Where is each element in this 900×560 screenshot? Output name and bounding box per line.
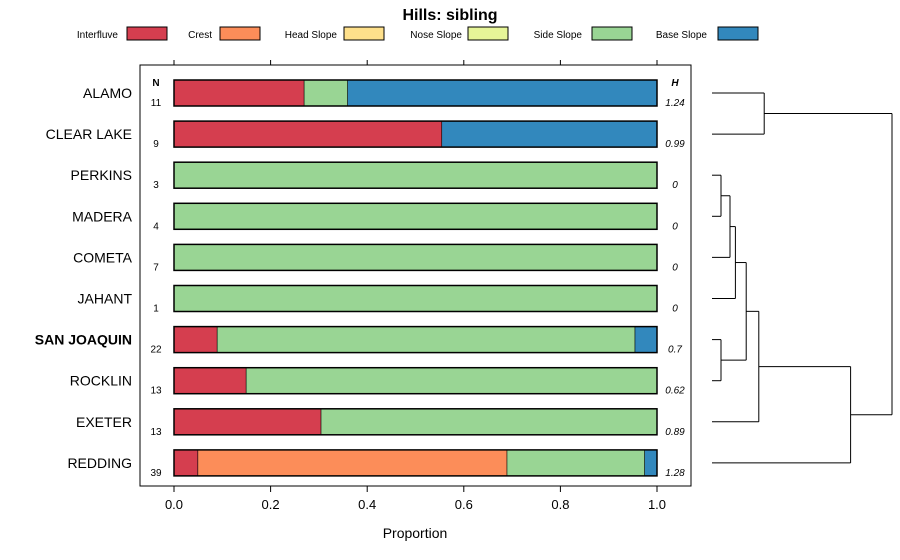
x-tick-label: 0.2	[262, 497, 280, 512]
row-label: PERKINS	[71, 167, 132, 183]
bar-outline	[173, 366, 658, 395]
legend-label: Base Slope	[656, 30, 708, 41]
x-axis-title: Proportion	[383, 525, 448, 541]
bar-segment-side-slope	[174, 203, 657, 230]
row-h: 0.99	[665, 139, 685, 150]
legend-swatch	[343, 26, 385, 41]
bar-outline	[173, 202, 658, 231]
row-h: 1.28	[665, 468, 685, 479]
row-n: 4	[153, 221, 159, 232]
dendrogram	[712, 92, 893, 464]
legend-swatch	[219, 26, 261, 41]
bar-segment-base-slope	[644, 449, 657, 476]
row-h: 0	[672, 221, 678, 232]
legend: Interfluve Crest Head Slope Nose Slope Side …	[77, 26, 759, 41]
bar-outline	[173, 120, 658, 148]
bar-segment-interfluve	[174, 408, 322, 435]
x-tick-label: 0.6	[455, 497, 473, 512]
row-label: JAHANT	[78, 291, 133, 307]
bar-outline	[173, 325, 658, 354]
legend-swatch	[467, 26, 509, 41]
bar-segment-interfluve	[174, 121, 443, 148]
row-h: 0	[672, 304, 678, 315]
row-label: ROCKLIN	[70, 373, 132, 389]
row-n: 7	[153, 262, 159, 273]
bar-segment-side-slope	[304, 80, 348, 106]
plot-frame	[139, 64, 692, 487]
legend-label: Crest	[188, 30, 212, 41]
bar-outline	[173, 243, 658, 272]
row-label: MADERA	[72, 208, 133, 224]
n-header: N	[152, 78, 159, 89]
x-tick-label: 0.4	[358, 497, 376, 512]
row-label: ALAMO	[83, 85, 132, 101]
bar-segment-side-slope	[507, 449, 645, 476]
bar-segment-interfluve	[174, 449, 199, 476]
legend-swatch	[126, 26, 168, 41]
chart-title: Hills: sibling	[402, 7, 497, 24]
x-tick-label: 1.0	[648, 497, 666, 512]
bar-segment-interfluve	[174, 80, 305, 106]
row-n: 3	[153, 180, 159, 191]
row-n: 13	[150, 386, 162, 397]
bar-outline	[173, 284, 658, 313]
row-n: 9	[153, 139, 159, 150]
row-label: EXETER	[76, 414, 132, 430]
legend-label: Nose Slope	[410, 30, 462, 41]
bar-segment-interfluve	[174, 367, 247, 394]
bar-segment-base-slope	[442, 121, 657, 148]
row-h: 0.7	[668, 345, 682, 356]
x-tick-label: 0.8	[551, 497, 569, 512]
row-n: 13	[150, 427, 162, 438]
row-h: 0	[672, 180, 678, 191]
row-n: 11	[151, 98, 162, 109]
row-h: 0	[672, 262, 678, 273]
row-label: SAN JOAQUIN	[35, 332, 132, 348]
legend-label: Interfluve	[77, 30, 119, 41]
bar-outline	[173, 408, 658, 436]
x-axis: 0.0 0.2 0.4 0.6 0.8 1.0	[165, 60, 666, 512]
bar-segment-side-slope	[174, 244, 657, 271]
row-h: 0.62	[665, 386, 685, 397]
row-label: REDDING	[67, 455, 132, 471]
legend-label: Side Slope	[534, 30, 583, 41]
legend-swatch	[591, 26, 633, 41]
bar-segment-side-slope	[246, 367, 657, 394]
bar-segment-side-slope	[174, 162, 657, 189]
h-header: H	[671, 78, 679, 89]
bar-segment-crest	[198, 449, 508, 476]
bar-outline	[173, 161, 658, 189]
rows: ALAMO 11 1.24 CLEAR LAKE 9 0.99 PERKINS 3 0 MADER…	[35, 79, 685, 479]
bar-outline	[173, 79, 658, 107]
bar-segment-interfluve	[174, 326, 218, 353]
bar-outline	[173, 449, 658, 477]
bar-segment-base-slope	[347, 80, 657, 106]
row-h: 0.89	[665, 427, 685, 438]
legend-swatch	[717, 26, 759, 41]
x-tick-label: 0.0	[165, 497, 183, 512]
row-label: COMETA	[73, 249, 133, 265]
row-n: 39	[150, 468, 162, 479]
row-n: 22	[150, 345, 162, 356]
bar-segment-side-slope	[321, 408, 657, 435]
bar-segment-side-slope	[217, 326, 636, 353]
bar-segment-base-slope	[635, 326, 657, 353]
legend-label: Head Slope	[285, 30, 338, 41]
row-h: 1.24	[665, 98, 685, 109]
row-n: 1	[153, 304, 159, 315]
row-label: CLEAR LAKE	[46, 126, 132, 142]
bar-segment-side-slope	[174, 285, 657, 312]
